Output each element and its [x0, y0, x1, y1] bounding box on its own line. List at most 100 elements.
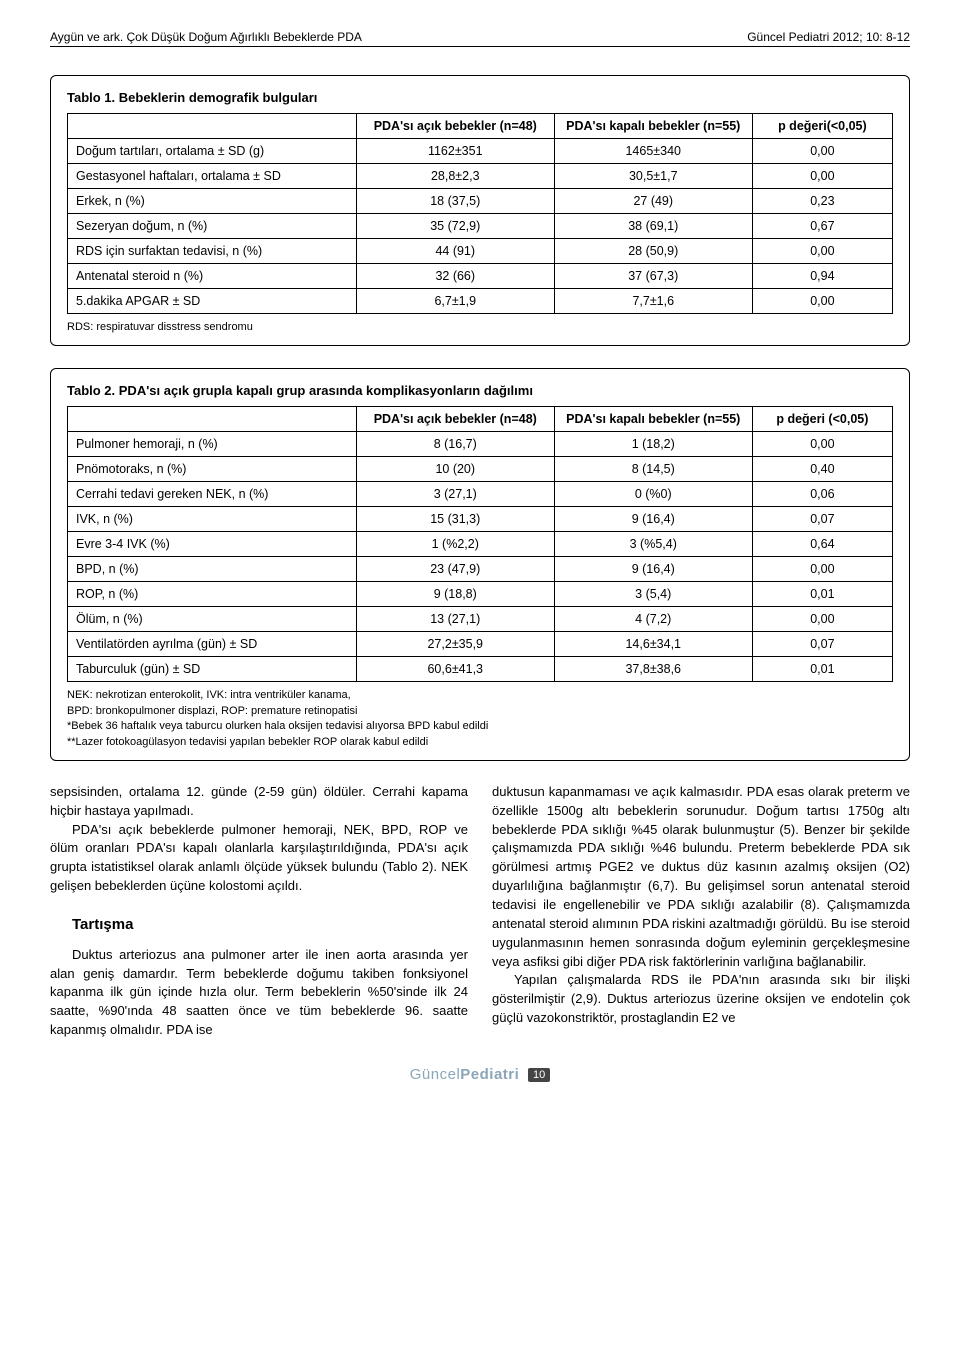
cell: 1465±340 [554, 139, 752, 164]
cell: 0,00 [752, 289, 892, 314]
cell: 0,00 [752, 557, 892, 582]
cell: 30,5±1,7 [554, 164, 752, 189]
table-row: BPD, n (%)23 (47,9)9 (16,4)0,00 [68, 557, 893, 582]
table-row: Sezeryan doğum, n (%)35 (72,9)38 (69,1)0… [68, 214, 893, 239]
cell: 60,6±41,3 [356, 657, 554, 682]
cell: Evre 3-4 IVK (%) [68, 532, 357, 557]
section-heading-tartisma: Tartışma [72, 914, 468, 936]
table1-h1: PDA'sı açık bebekler (n=48) [356, 114, 554, 139]
table2-h3: p değeri (<0,05) [752, 407, 892, 432]
cell: 8 (16,7) [356, 432, 554, 457]
cell: ROP, n (%) [68, 582, 357, 607]
cell: 6,7±1,9 [356, 289, 554, 314]
cell: 3 (%5,4) [554, 532, 752, 557]
cell: 1 (18,2) [554, 432, 752, 457]
table-row: Taburculuk (gün) ± SD60,6±41,337,8±38,60… [68, 657, 893, 682]
cell: 4 (7,2) [554, 607, 752, 632]
table1-wrapper: Tablo 1. Bebeklerin demografik bulguları… [50, 75, 910, 346]
table-row: Ölüm, n (%)13 (27,1)4 (7,2)0,00 [68, 607, 893, 632]
table1-header-row: PDA'sı açık bebekler (n=48) PDA'sı kapal… [68, 114, 893, 139]
table-row: Pnömotoraks, n (%)10 (20)8 (14,5)0,40 [68, 457, 893, 482]
cell: 9 (16,4) [554, 557, 752, 582]
cell: 37,8±38,6 [554, 657, 752, 682]
cell: 0,67 [752, 214, 892, 239]
cell: 32 (66) [356, 264, 554, 289]
cell: 14,6±34,1 [554, 632, 752, 657]
table1-title: Tablo 1. Bebeklerin demografik bulguları [67, 90, 893, 105]
cell: Gestasyonel haftaları, ortalama ± SD [68, 164, 357, 189]
table-row: Evre 3-4 IVK (%)1 (%2,2)3 (%5,4)0,64 [68, 532, 893, 557]
cell: Cerrahi tedavi gereken NEK, n (%) [68, 482, 357, 507]
cell: 3 (5,4) [554, 582, 752, 607]
header-left: Aygün ve ark. Çok Düşük Doğum Ağırlıklı … [50, 30, 362, 44]
cell: RDS için surfaktan tedavisi, n (%) [68, 239, 357, 264]
footnote-line: **Lazer fotokoagülasyon tedavisi yapılan… [67, 735, 893, 750]
table2-h0 [68, 407, 357, 432]
cell: 28,8±2,3 [356, 164, 554, 189]
cell: Sezeryan doğum, n (%) [68, 214, 357, 239]
table2-title: Tablo 2. PDA'sı açık grupla kapalı grup … [67, 383, 893, 398]
table2-footnote: NEK: nekrotizan enterokolit, IVK: intra … [67, 688, 893, 750]
table-row: IVK, n (%)15 (31,3)9 (16,4)0,07 [68, 507, 893, 532]
table1-h3: p değeri(<0,05) [752, 114, 892, 139]
cell: 0,01 [752, 657, 892, 682]
cell: 28 (50,9) [554, 239, 752, 264]
footnote-line: BPD: bronkopulmoner displazi, ROP: prema… [67, 704, 893, 719]
table2-h2: PDA'sı kapalı bebekler (n=55) [554, 407, 752, 432]
table-row: Ventilatörden ayrılma (gün) ± SD27,2±35,… [68, 632, 893, 657]
body-col-right: duktusun kapanmaması ve açık kalmasıdır.… [492, 783, 910, 1040]
paragraph: sepsisinden, ortalama 12. günde (2-59 gü… [50, 783, 468, 821]
table1: PDA'sı açık bebekler (n=48) PDA'sı kapal… [67, 113, 893, 314]
cell: 44 (91) [356, 239, 554, 264]
cell: 0,00 [752, 139, 892, 164]
cell: 0,00 [752, 607, 892, 632]
cell: 0,07 [752, 507, 892, 532]
cell: 9 (18,8) [356, 582, 554, 607]
cell: 10 (20) [356, 457, 554, 482]
table2-h1: PDA'sı açık bebekler (n=48) [356, 407, 554, 432]
table2: PDA'sı açık bebekler (n=48) PDA'sı kapal… [67, 406, 893, 682]
table1-h0 [68, 114, 357, 139]
brand-part1: Güncel [410, 1066, 461, 1083]
cell: Taburculuk (gün) ± SD [68, 657, 357, 682]
table-row: Doğum tartıları, ortalama ± SD (g)1162±3… [68, 139, 893, 164]
journal-logo: GüncelPediatri [410, 1066, 524, 1083]
paragraph: Yapılan çalışmalarda RDS ile PDA'nın ara… [492, 971, 910, 1028]
body-col-left: sepsisinden, ortalama 12. günde (2-59 gü… [50, 783, 468, 1040]
footnote-line: *Bebek 36 haftalık veya taburcu olurken … [67, 719, 893, 734]
cell: 0,23 [752, 189, 892, 214]
footer: GüncelPediatri 10 [50, 1066, 910, 1084]
header-right: Güncel Pediatri 2012; 10: 8-12 [747, 30, 910, 44]
footnote-line: NEK: nekrotizan enterokolit, IVK: intra … [67, 688, 893, 703]
cell: 23 (47,9) [356, 557, 554, 582]
running-header: Aygün ve ark. Çok Düşük Doğum Ağırlıklı … [50, 30, 910, 44]
table-row: RDS için surfaktan tedavisi, n (%)44 (91… [68, 239, 893, 264]
cell: 0,06 [752, 482, 892, 507]
paragraph: Duktus arteriozus ana pulmoner arter ile… [50, 946, 468, 1040]
cell: 0,01 [752, 582, 892, 607]
cell: 35 (72,9) [356, 214, 554, 239]
cell: 38 (69,1) [554, 214, 752, 239]
cell: 7,7±1,6 [554, 289, 752, 314]
paragraph: PDA'sı açık bebeklerde pulmoner hemoraji… [50, 821, 468, 896]
page-root: Aygün ve ark. Çok Düşük Doğum Ağırlıklı … [0, 0, 960, 1104]
cell: Antenatal steroid n (%) [68, 264, 357, 289]
header-rule [50, 46, 910, 47]
table1-h2: PDA'sı kapalı bebekler (n=55) [554, 114, 752, 139]
cell: Pnömotoraks, n (%) [68, 457, 357, 482]
cell: 0,40 [752, 457, 892, 482]
cell: 0 (%0) [554, 482, 752, 507]
table-row: Erkek, n (%)18 (37,5)27 (49)0,23 [68, 189, 893, 214]
table-row: Gestasyonel haftaları, ortalama ± SD28,8… [68, 164, 893, 189]
cell: 15 (31,3) [356, 507, 554, 532]
cell: 18 (37,5) [356, 189, 554, 214]
cell: 5.dakika APGAR ± SD [68, 289, 357, 314]
cell: 37 (67,3) [554, 264, 752, 289]
cell: 27 (49) [554, 189, 752, 214]
paragraph: duktusun kapanmaması ve açık kalmasıdır.… [492, 783, 910, 971]
cell: IVK, n (%) [68, 507, 357, 532]
cell: 1 (%2,2) [356, 532, 554, 557]
cell: 3 (27,1) [356, 482, 554, 507]
table-row: Cerrahi tedavi gereken NEK, n (%)3 (27,1… [68, 482, 893, 507]
body-columns: sepsisinden, ortalama 12. günde (2-59 gü… [50, 783, 910, 1040]
